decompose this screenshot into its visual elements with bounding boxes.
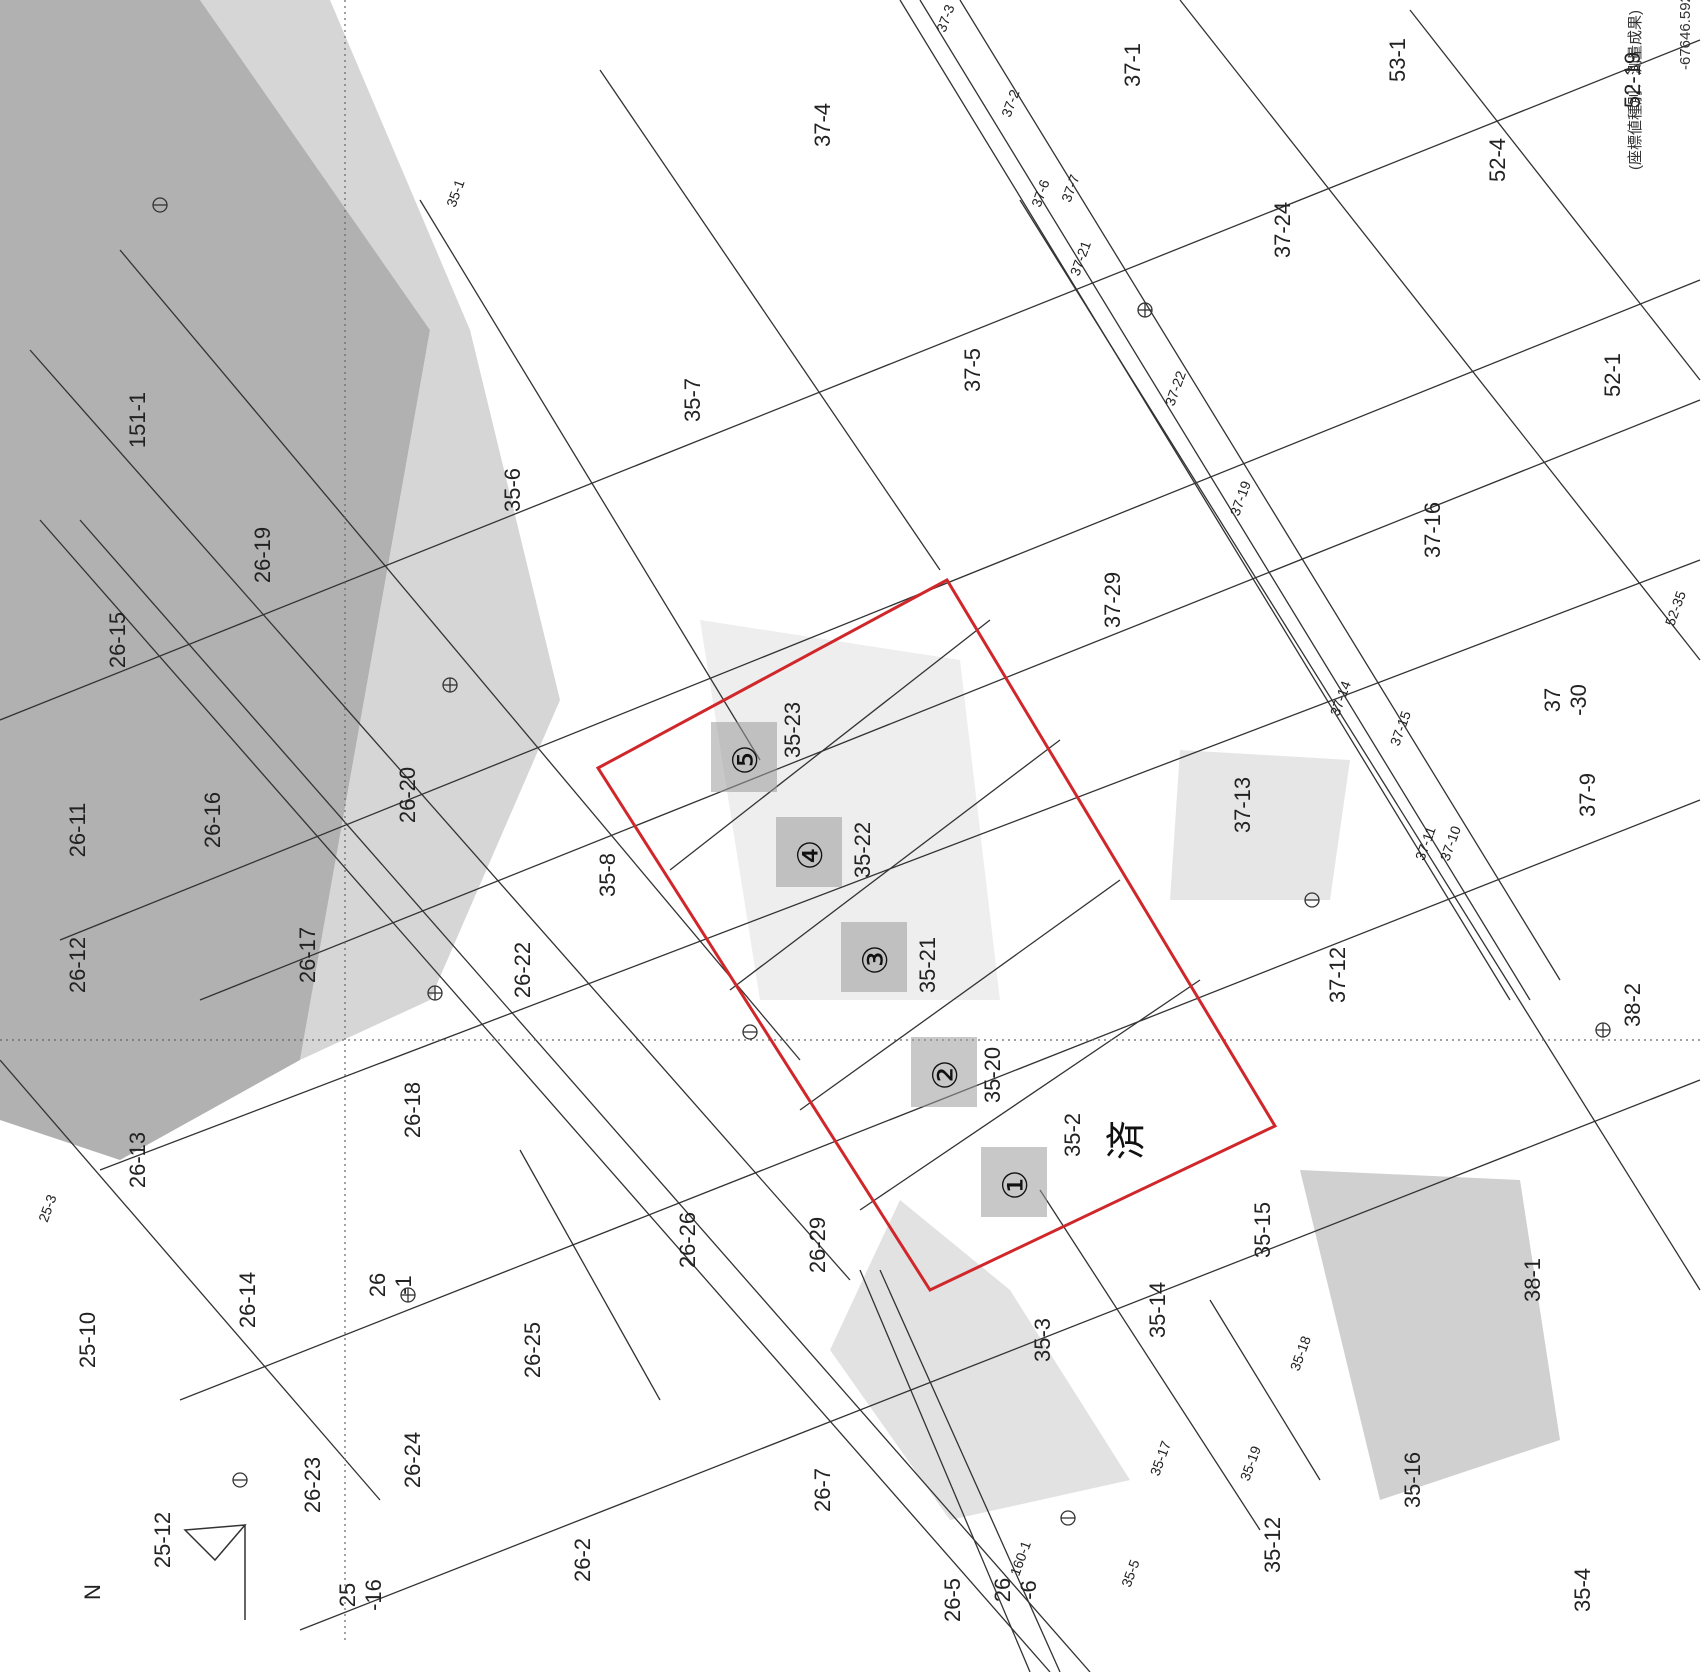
parcel-label: 37-4 — [810, 103, 835, 147]
parcel-label: 37-13 — [1230, 777, 1255, 833]
small-parcel-label: 160-1 — [1007, 1539, 1034, 1578]
parcel-label: 38-1 — [1520, 1258, 1545, 1302]
parcel-label: 37-12 — [1325, 947, 1350, 1003]
parcel-label: 35-2 — [1060, 1113, 1085, 1157]
parcel-label: 26-16 — [200, 792, 225, 848]
circled-number-shade — [711, 722, 777, 792]
parcel-label: 35-16 — [1400, 1452, 1425, 1508]
parcel-label: 26-11 — [65, 803, 90, 858]
parcel-labels: 25-1026-1426-1326-1226-1126-1526-1626-17… — [65, 38, 1645, 1622]
parcel-label: 35-22 — [850, 822, 875, 878]
parcel-label: 35-6 — [500, 468, 525, 512]
parcel-label: 35-23 — [780, 702, 805, 758]
stacked-parcel-label: -1 — [391, 1275, 416, 1295]
parcel-label: 35-21 — [915, 937, 940, 993]
parcel-label: 26-22 — [510, 942, 535, 998]
small-parcel-label: 52-35 — [1662, 589, 1689, 628]
stacked-parcel-label: 26 — [990, 1578, 1015, 1602]
parcel-label: 37-5 — [960, 348, 985, 392]
parcel-label: 26-17 — [295, 927, 320, 983]
circled-number-shade — [981, 1147, 1047, 1217]
completed-mark: 済 — [1104, 1120, 1150, 1160]
parcel-label: 35-7 — [680, 378, 705, 422]
stacked-parcel-label: -16 — [361, 1579, 386, 1611]
stacked-parcel-label: -6 — [1016, 1580, 1041, 1600]
parcel-label: 37-1 — [1120, 43, 1145, 87]
coordinate-label: -67646.592 — [1677, 0, 1694, 70]
parcel-label: 26-29 — [805, 1217, 830, 1273]
small-parcel-label: 25-3 — [35, 1192, 60, 1224]
parcel-label: 35-12 — [1260, 1517, 1285, 1573]
circled-parcel-number: ② — [926, 1060, 966, 1090]
circled-number-shade — [841, 922, 907, 992]
small-parcel-label: 35-17 — [1147, 1439, 1174, 1478]
stacked-parcel-label: 37 — [1540, 688, 1565, 712]
parcel-label: 151-1 — [125, 392, 150, 448]
small-parcel-label: 37-21 — [1067, 239, 1094, 278]
circled-parcel-number: ① — [996, 1170, 1036, 1200]
small-parcel-label: 37-3 — [933, 2, 958, 34]
parcel-label: 37-24 — [1270, 202, 1295, 258]
parcel-label: 35-4 — [1570, 1568, 1595, 1612]
parcel-label: 52-1 — [1600, 353, 1625, 397]
small-parcel-label: 37-22 — [1162, 369, 1189, 408]
small-parcel-label: 37-19 — [1227, 479, 1254, 518]
highlighted-parcel-boundary — [595, 578, 1278, 1292]
circled-parcel-numbers: ⑤ ④ ③ ② ① — [711, 722, 1047, 1217]
small-parcel-label: 35-1 — [443, 177, 468, 209]
stacked-parcel-label: 25 — [335, 1583, 360, 1607]
shaded-areas — [0, 0, 1560, 1520]
small-parcel-label: 35-5 — [1118, 1557, 1143, 1589]
parcel-label: 52-4 — [1485, 138, 1510, 182]
parcel-label: 26-14 — [235, 1272, 260, 1328]
parcel-label: 38-2 — [1620, 983, 1645, 1027]
parcel-label: 35-8 — [595, 853, 620, 897]
parcel-label: 53-1 — [1385, 38, 1410, 82]
parcel-label: 26-5 — [940, 1578, 965, 1622]
parcel-label: 26-23 — [300, 1457, 325, 1513]
parcel-label: 26-26 — [675, 1212, 700, 1268]
parcel-label: 35-14 — [1145, 1282, 1170, 1338]
parcel-label: 26-24 — [400, 1432, 425, 1488]
parcel-label: 35-20 — [980, 1047, 1005, 1103]
parcel-label: 35-15 — [1250, 1202, 1275, 1258]
parcel-label: 26-7 — [810, 1468, 835, 1512]
parcel-label: 37-9 — [1575, 773, 1600, 817]
parcel-label: 26-25 — [520, 1322, 545, 1378]
small-parcel-label: 35-19 — [1237, 1444, 1264, 1483]
parcel-label: 26-18 — [400, 1082, 425, 1138]
parcel-label: 26-2 — [570, 1538, 595, 1582]
circled-parcel-number: ⑤ — [726, 745, 766, 775]
circled-number-shade — [911, 1037, 977, 1107]
parcel-label: 37-29 — [1100, 572, 1125, 628]
parcel-label: 25-10 — [75, 1312, 100, 1368]
circled-parcel-number: ④ — [791, 840, 831, 870]
parcel-label: 26-20 — [395, 767, 420, 823]
circled-number-shade — [776, 817, 842, 887]
parcel-label: 26-19 — [250, 527, 275, 583]
parcel-label: 26-15 — [105, 612, 130, 668]
small-parcel-label: 37-15 — [1387, 709, 1414, 748]
parcel-label: 25-12 — [150, 1512, 175, 1568]
parcel-label: 37-16 — [1420, 502, 1445, 558]
stacked-parcel-label: 26 — [365, 1273, 390, 1297]
parcel-label: 35-3 — [1030, 1318, 1055, 1362]
small-parcel-label: 37-2 — [998, 87, 1023, 119]
circled-parcel-number: ③ — [856, 945, 896, 975]
small-parcel-label: 37-10 — [1437, 824, 1464, 863]
stacked-parcel-label: -30 — [1566, 684, 1591, 716]
parcel-label: 26-12 — [65, 937, 90, 993]
header: -67646.592 (座標値種別：測量成果) — [1627, 0, 1694, 170]
small-parcel-label: 37-7 — [1058, 172, 1083, 204]
north-arrow: N — [80, 1524, 247, 1620]
north-label: N — [80, 1584, 105, 1600]
parcel-label: 52-19 — [1620, 52, 1645, 108]
survey-markers — [152, 197, 1611, 1526]
parcel-label: 26-13 — [125, 1132, 150, 1188]
small-parcel-label: 35-18 — [1287, 1334, 1314, 1373]
coordinate-note: (座標値種別：測量成果) — [1627, 10, 1644, 170]
